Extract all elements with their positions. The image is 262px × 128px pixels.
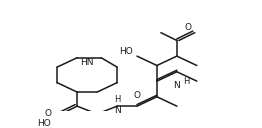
Text: N: N (114, 106, 121, 115)
Text: H: H (114, 95, 120, 104)
Text: O: O (133, 91, 140, 100)
Text: O: O (185, 23, 192, 33)
Text: HN: HN (80, 58, 94, 67)
Text: HO: HO (37, 119, 51, 128)
Text: N: N (173, 81, 180, 90)
Text: HO: HO (119, 47, 133, 56)
Text: O: O (44, 109, 51, 119)
Text: H: H (183, 77, 189, 86)
